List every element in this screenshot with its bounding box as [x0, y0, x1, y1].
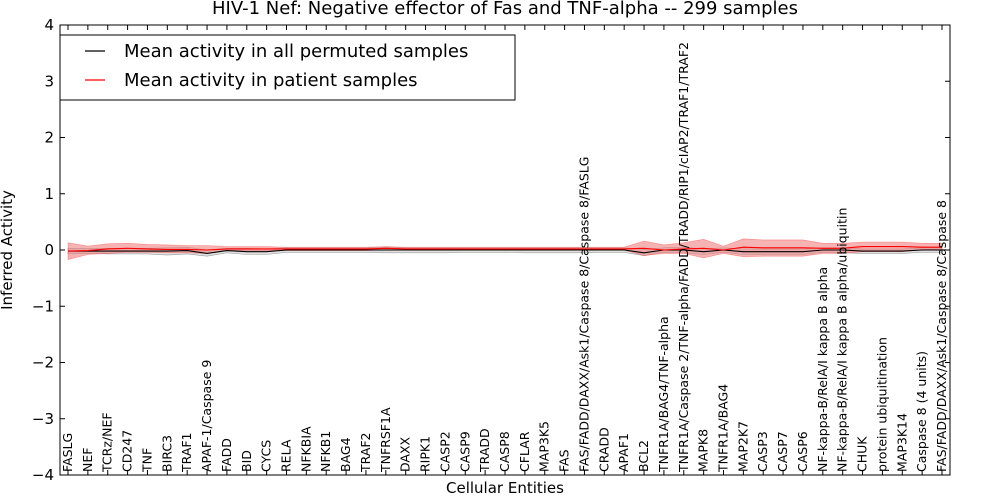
- category-label: Caspase 8 (4 units): [914, 351, 929, 472]
- x-axis-label: Cellular Entities: [446, 479, 564, 497]
- category-label: TCRz/NEF: [100, 412, 115, 473]
- category-label: FAS: [557, 449, 572, 472]
- category-label: TRADD: [477, 428, 492, 473]
- y-tick-label: 3: [44, 72, 54, 90]
- category-label: CRADD: [596, 427, 611, 472]
- y-tick-label: 1: [44, 185, 54, 203]
- category-label: TRAF2: [358, 432, 373, 473]
- category-label: CD247: [120, 430, 135, 472]
- category-label: MAP2K7: [735, 421, 750, 472]
- y-tick-label: −2: [32, 354, 54, 372]
- chart-title: HIV-1 Nef: Negative effector of Fas and …: [212, 0, 798, 19]
- y-tick-label: 2: [44, 129, 54, 147]
- category-label: CHUK: [855, 436, 870, 472]
- category-label: BAG4: [338, 437, 353, 472]
- category-label: NEF: [80, 448, 95, 472]
- category-label: CASP7: [775, 431, 790, 472]
- category-label: CASP3: [755, 431, 770, 472]
- category-label: FAS/FADD/DAXX/Ask1/Caspase 8/Caspase 8/F…: [576, 157, 591, 472]
- category-label: FASLG: [60, 433, 75, 472]
- category-label: TRAF1: [179, 432, 194, 473]
- category-label: BID: [239, 450, 254, 472]
- category-label: TNFR1A/BAG4/TNF-alpha: [656, 316, 671, 473]
- category-label: MAP3K14: [894, 413, 909, 472]
- category-label: CASP9: [457, 431, 472, 472]
- y-tick-label: −4: [32, 466, 54, 484]
- y-tick-label: 0: [44, 241, 54, 259]
- category-label: CFLAR: [517, 431, 532, 472]
- plot-frame: [59, 24, 951, 476]
- y-axis-label: Inferred Activity: [0, 190, 16, 310]
- category-label: BIRC3: [159, 435, 174, 472]
- series-line-1: [67, 246, 942, 252]
- category-label: CASP8: [497, 431, 512, 472]
- category-label: CASP6: [795, 431, 810, 472]
- legend: Mean activity in all permuted samples Me…: [59, 34, 516, 101]
- category-label: TNFR1A/Caspase 2/TNF-alpha/FADD/TRADD/RI…: [676, 42, 691, 473]
- category-label: DAXX: [398, 436, 413, 472]
- category-label: CASP2: [437, 431, 452, 472]
- category-label: NFKBIA: [298, 426, 313, 472]
- category-label: NF-kappa-B/RelA/I kappa B alpha: [815, 267, 830, 472]
- y-tick-label: −1: [32, 297, 54, 315]
- category-label: FAS/FADD/DAXX/Ask1/Caspase 8/Caspase 8: [934, 200, 949, 472]
- legend-entry-patient: Mean activity in patient samples: [124, 70, 418, 91]
- y-tick-label: −3: [32, 410, 54, 428]
- category-label: NFKB1: [318, 431, 333, 472]
- category-label: BCL2: [636, 440, 651, 472]
- category-label: APAF1: [616, 433, 631, 472]
- category-label: RELA: [279, 439, 294, 472]
- category-label: TNFR1A/BAG4: [716, 384, 731, 473]
- category-label: TNFRSF1A: [378, 407, 393, 473]
- category-label: protein ubiquitination: [874, 337, 889, 472]
- category-label: RIPK1: [418, 436, 433, 472]
- series-line-0: [68, 249, 942, 254]
- category-label: FADD: [219, 438, 234, 472]
- category-label: MAPK8: [696, 429, 711, 472]
- category-label: APAF-1/Caspase 9: [199, 360, 214, 472]
- legend-box: [59, 34, 516, 101]
- category-label: TNF: [139, 448, 154, 473]
- category-label: NF-kappa-B/RelA/I kappa B alpha/ubiquiti…: [835, 208, 850, 472]
- category-label: CYCS: [259, 440, 274, 472]
- category-label: MAP3K5: [537, 421, 552, 472]
- legend-entry-permuted: Mean activity in all permuted samples: [124, 41, 468, 62]
- y-tick-label: 4: [44, 16, 54, 34]
